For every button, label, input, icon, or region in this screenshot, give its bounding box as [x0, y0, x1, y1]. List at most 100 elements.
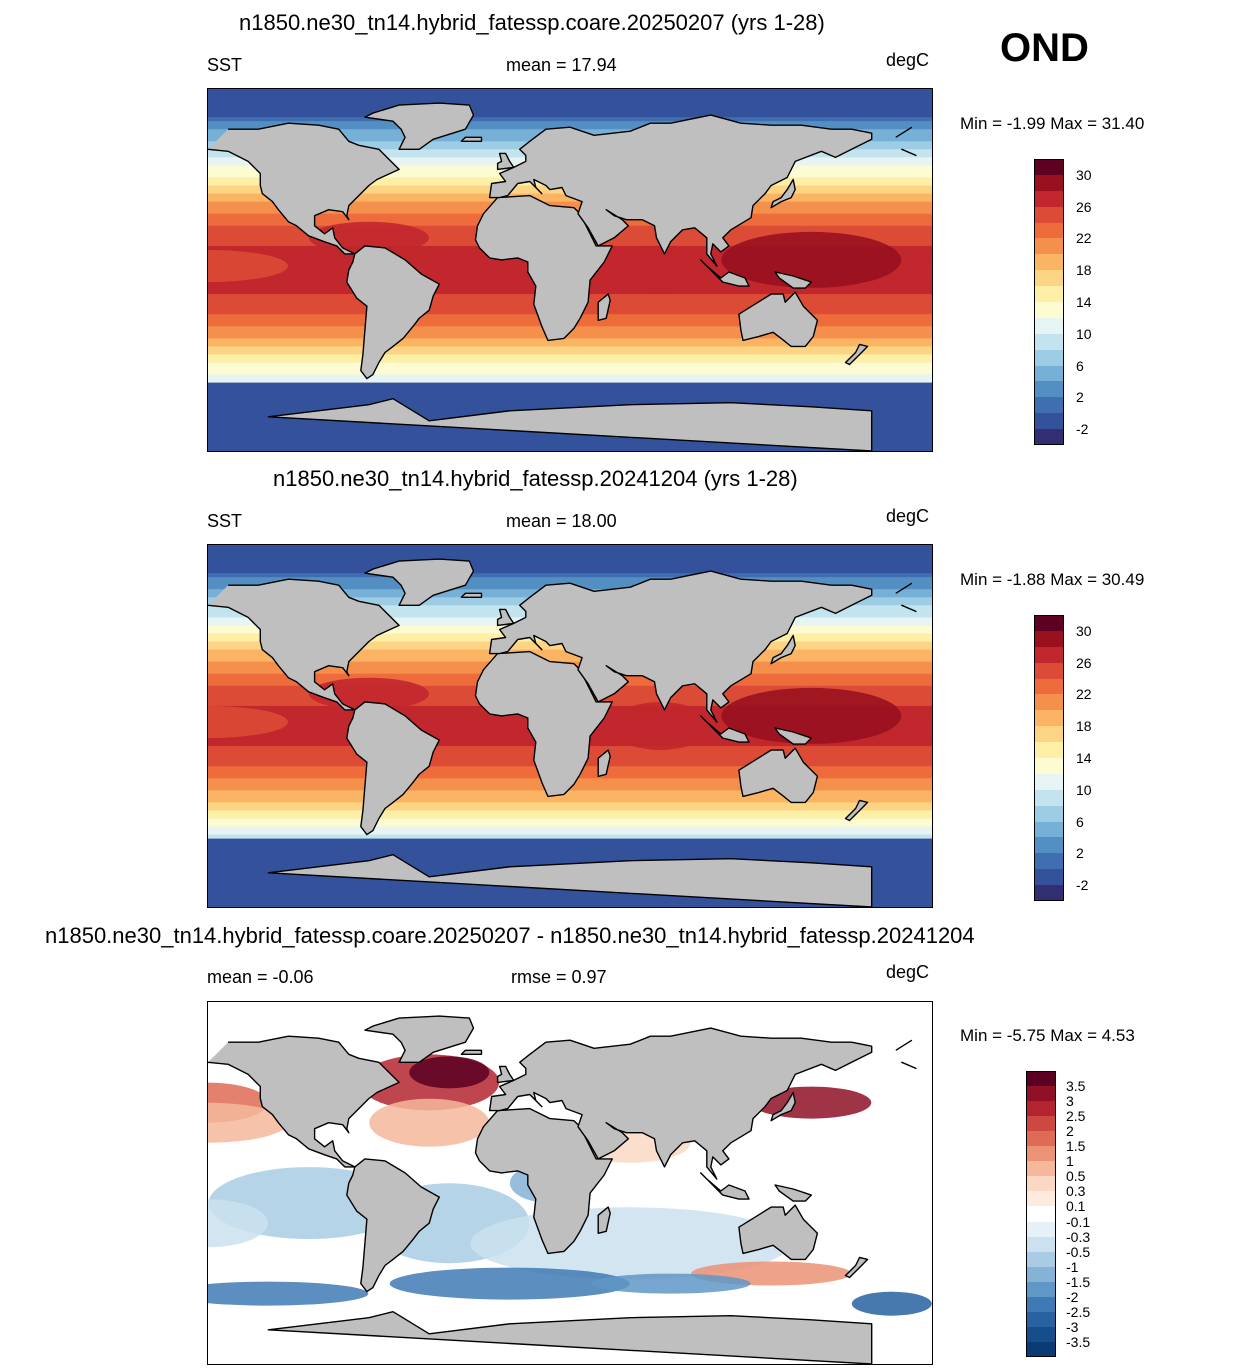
sst-band	[208, 101, 932, 106]
sst-band	[208, 354, 932, 360]
sst-band	[208, 830, 932, 836]
landmass	[460, 1049, 483, 1055]
landmass	[774, 271, 812, 289]
colorbar-swatch	[1034, 238, 1064, 255]
panel-3-title: n1850.ne30_tn14.hybrid_fatessp.coare.202…	[45, 923, 975, 948]
anomaly-patch	[851, 1291, 932, 1316]
colorbar-swatch	[1026, 1206, 1056, 1223]
colorbar-tick-label: 10	[1076, 325, 1092, 342]
colorbar-swatch	[1034, 365, 1064, 382]
sst-band	[208, 338, 932, 343]
landmass	[460, 136, 483, 142]
landmass	[738, 291, 819, 348]
colorbar-swatch	[1034, 174, 1064, 192]
colorbar-swatch	[1026, 1086, 1056, 1102]
landmass	[597, 749, 611, 777]
panel-3-rmse-label: rmse = 0.97	[511, 967, 607, 987]
sst-band	[208, 573, 932, 578]
sst-band	[208, 370, 932, 376]
sst-band	[208, 201, 932, 207]
landmass	[488, 1027, 873, 1180]
sst-band	[208, 818, 932, 824]
colorbar-tick-label: 18	[1076, 718, 1092, 735]
panel-2-sst-map	[207, 544, 933, 908]
colorbar-swatch	[1034, 662, 1064, 680]
colorbar-swatch	[1034, 821, 1064, 838]
landmass	[267, 854, 873, 907]
sst-band	[208, 653, 932, 659]
panel-3-difference-map	[207, 1001, 933, 1365]
sst-band	[208, 434, 932, 440]
colorbar-swatch	[1026, 1116, 1056, 1132]
colorbar-swatch	[1034, 159, 1064, 176]
sst-band	[208, 854, 932, 860]
colorbar-swatch	[1026, 1296, 1056, 1313]
colorbar-swatch	[1034, 206, 1064, 224]
colorbar-swatch	[1026, 1146, 1056, 1162]
sst-band	[208, 798, 932, 803]
sst-band	[208, 93, 932, 98]
landmass	[774, 727, 812, 745]
colorbar-swatch	[1034, 630, 1064, 648]
sst-band	[208, 390, 932, 396]
anomaly-patch	[389, 1267, 630, 1300]
panel-2-minmax: Min = -1.88 Max = 30.49	[960, 570, 1145, 589]
landmass	[496, 1065, 515, 1084]
panel-2-variable-label: SST	[207, 511, 243, 531]
sst-band	[208, 549, 932, 554]
sst-band	[208, 569, 932, 574]
sst-band	[208, 386, 932, 392]
colorbar-tick-label: 18	[1076, 262, 1092, 279]
landmass	[474, 1107, 613, 1255]
colorbar-swatch	[1026, 1236, 1056, 1253]
sst-band	[208, 890, 932, 896]
warm-pool	[208, 250, 288, 282]
colorbar-tick-label: 2	[1076, 845, 1084, 862]
colorbar-tick-label: 22	[1076, 230, 1092, 247]
colorbar-swatch	[1026, 1161, 1056, 1177]
colorbar-tick-label: -0.1	[1066, 1213, 1091, 1230]
panel-2-mean-label: mean = 18.00	[506, 511, 617, 531]
anomaly-patch	[409, 1056, 490, 1089]
colorbar-tick-label: 3	[1066, 1093, 1074, 1110]
colorbar-tick-label: 0.3	[1066, 1183, 1086, 1200]
colorbar-swatch	[1034, 853, 1064, 870]
landmass	[208, 122, 917, 255]
sst-band	[208, 366, 932, 372]
colorbar-swatch	[1026, 1191, 1056, 1207]
colorbar-swatch	[1034, 805, 1064, 823]
sst-band	[208, 398, 932, 404]
colorbar-swatch	[1034, 270, 1064, 287]
landmass	[738, 1204, 819, 1261]
landmass	[700, 1172, 750, 1200]
colorbar-tick-label: 6	[1076, 813, 1084, 830]
colorbar-swatch	[1026, 1101, 1056, 1117]
anomaly-patch	[208, 1281, 369, 1306]
landmass	[844, 1256, 869, 1279]
colorbar-tick-label: 1	[1066, 1153, 1074, 1170]
colorbar-swatch	[1034, 286, 1064, 303]
panel-3-units-label: degC	[886, 962, 930, 982]
sst-band	[208, 443, 932, 448]
colorbar-swatch	[1034, 885, 1064, 902]
sst-band	[208, 903, 932, 907]
colorbar-tick-label: 22	[1076, 686, 1092, 703]
landmass	[844, 799, 869, 822]
warm-pool	[721, 687, 902, 744]
colorbar-frame	[1026, 1071, 1056, 1357]
colorbar-swatch	[1034, 222, 1064, 239]
sst-band	[208, 899, 932, 904]
landmass	[346, 701, 440, 836]
warm-pool	[610, 702, 711, 750]
sst-band	[208, 121, 932, 126]
colorbar-swatch	[1034, 773, 1064, 791]
landmass	[597, 293, 611, 321]
sst-band	[208, 565, 932, 570]
panel-1-title: n1850.ne30_tn14.hybrid_fatessp.coare.202…	[239, 10, 825, 35]
landmass	[364, 558, 475, 606]
colorbar-swatch	[1034, 837, 1064, 854]
colorbar-frame	[1034, 615, 1064, 901]
colorbar-swatch	[1034, 742, 1064, 759]
colorbar-swatch	[1034, 726, 1064, 743]
anomaly-patch	[208, 1199, 268, 1248]
